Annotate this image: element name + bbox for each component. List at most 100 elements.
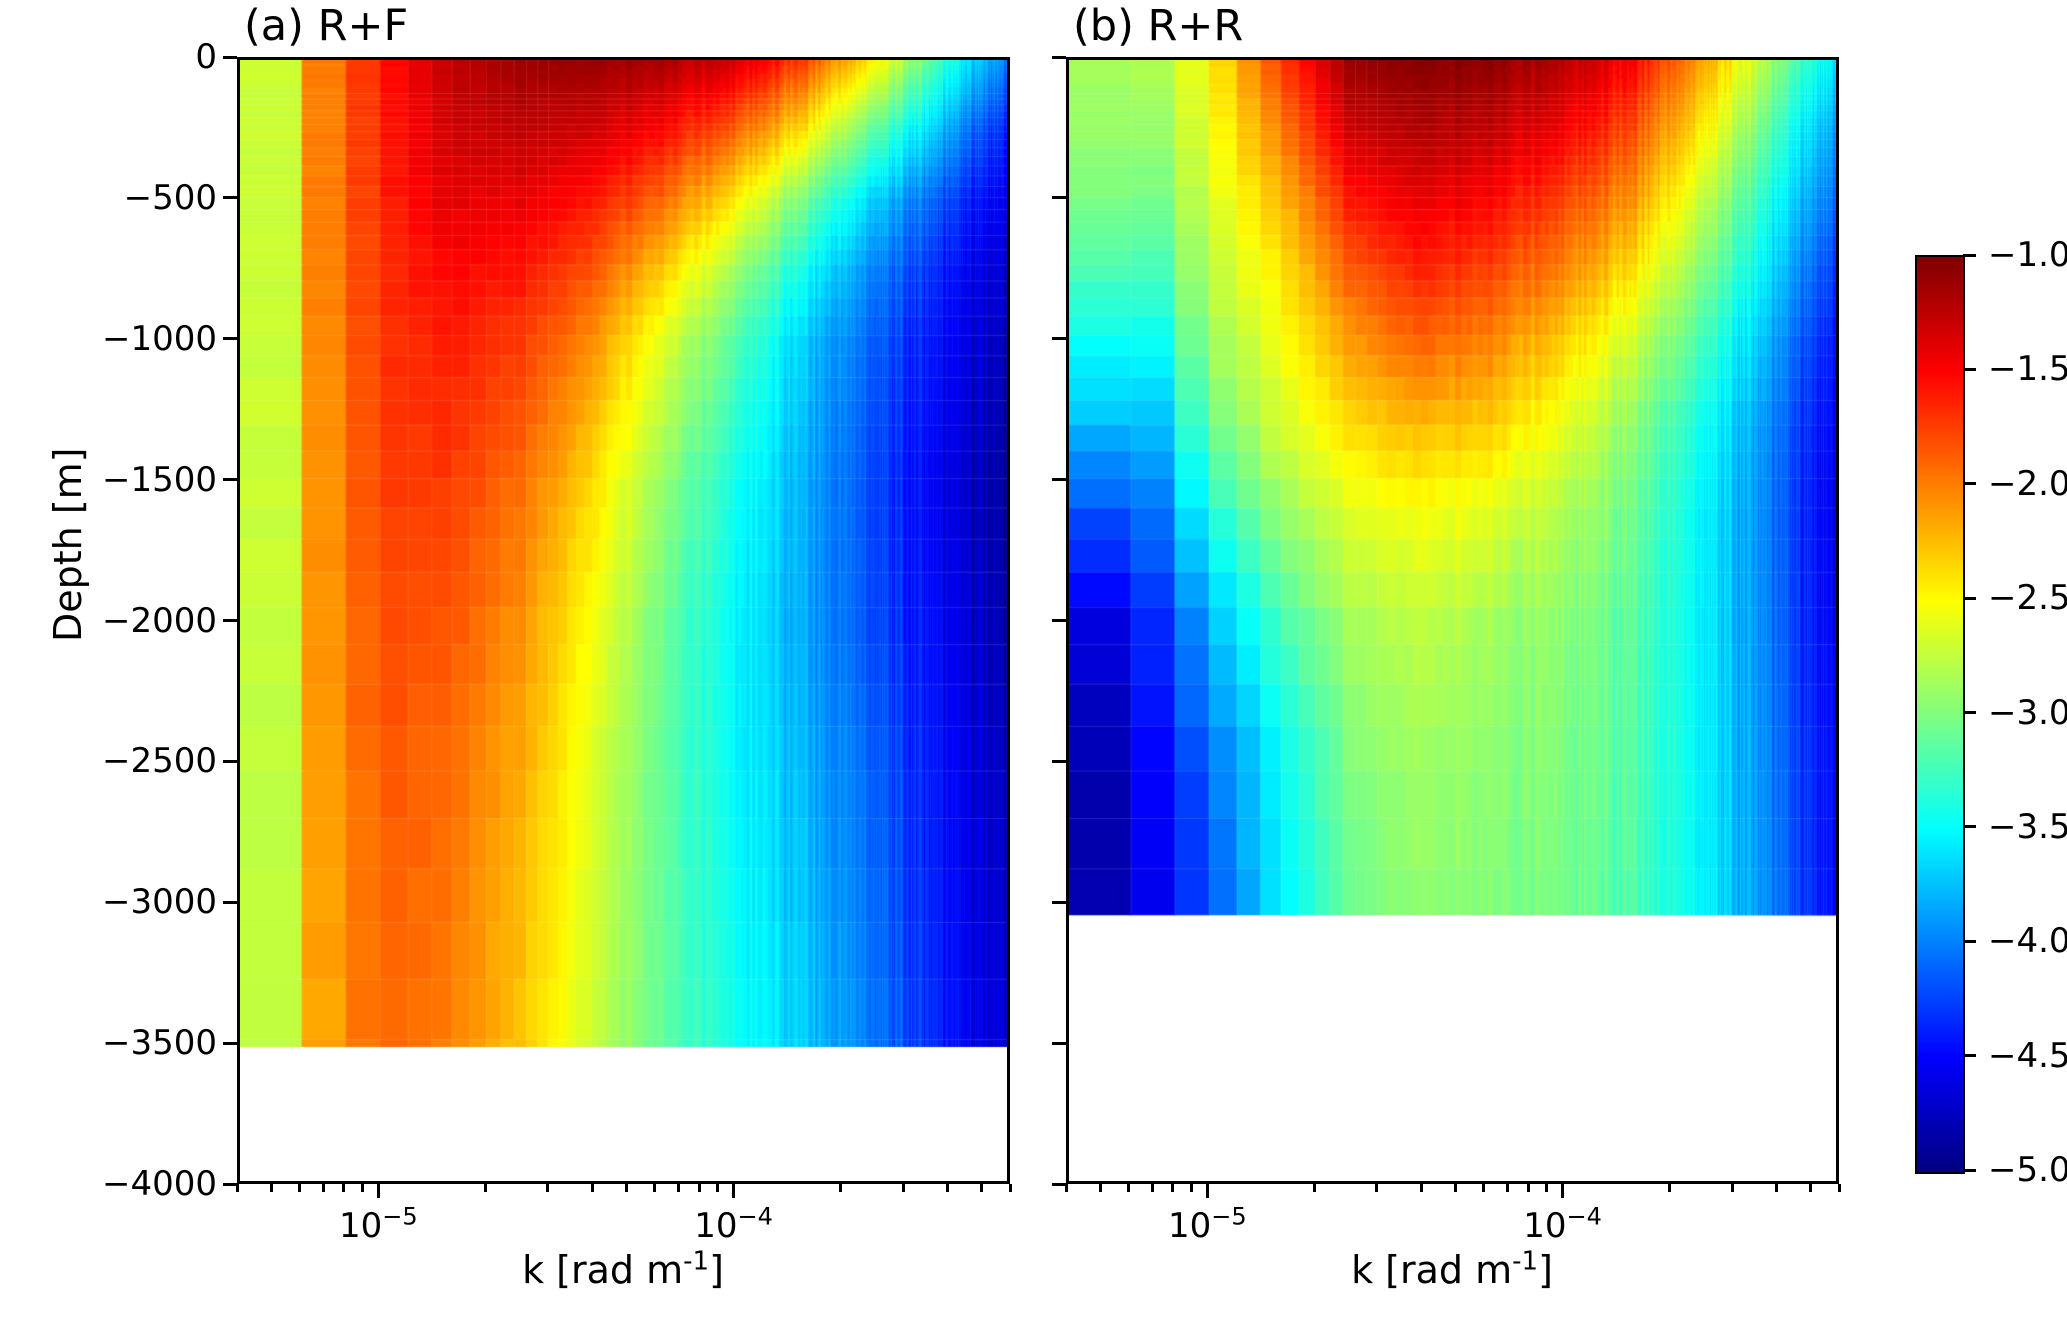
y-tick [223, 619, 237, 622]
panel-a-title: (a) R+F [244, 1, 409, 51]
x-tick-label: 10−4 [694, 1202, 773, 1246]
x-major-tick [1561, 1184, 1565, 1198]
colorbar-tick [1963, 482, 1976, 486]
colorbar-tick [1963, 596, 1976, 600]
x-minor-tick [1730, 1184, 1734, 1192]
y-tick [1052, 619, 1066, 622]
x-major-tick [1205, 1184, 1209, 1198]
x-minor-tick [546, 1184, 550, 1192]
x-minor-tick [1482, 1184, 1486, 1192]
y-tick [223, 337, 237, 341]
x-tick-label: 10−4 [1523, 1202, 1602, 1246]
y-tick [1052, 759, 1066, 763]
y-tick [1052, 337, 1066, 341]
colorbar-tick [1963, 825, 1976, 829]
x-minor-tick [715, 1184, 719, 1192]
panel-a-heatmap [240, 60, 1007, 1181]
colorbar-tick-label: −5.0 [1988, 1150, 2067, 1190]
colorbar [1915, 255, 1965, 1174]
x-minor-tick [945, 1184, 949, 1192]
x-minor-tick [1098, 1184, 1102, 1192]
x-major-tick [376, 1184, 380, 1198]
x-minor-tick [1809, 1184, 1813, 1192]
y-tick [1052, 55, 1066, 59]
y-tick-label: −1500 [101, 459, 217, 500]
x-axis-label-b: k [rad m-1] [1351, 1246, 1553, 1292]
colorbar-tick [1963, 711, 1976, 714]
y-tick-label: −3500 [101, 1023, 217, 1064]
y-tick [1052, 1041, 1066, 1045]
x-axis-label-a: k [rad m-1] [522, 1246, 724, 1292]
x-minor-tick [342, 1184, 346, 1192]
panel-b-heatmap [1069, 60, 1836, 1181]
colorbar-tick-label: −1.5 [1988, 349, 2067, 390]
colorbar-tick-label: −1.0 [1988, 235, 2067, 275]
x-minor-tick [1544, 1184, 1548, 1192]
x-minor-tick [839, 1184, 842, 1192]
x-minor-tick [590, 1184, 594, 1192]
x-minor-tick [677, 1184, 681, 1192]
x-minor-tick [269, 1184, 273, 1192]
panel-b-title: (b) R+R [1073, 1, 1244, 51]
x-minor-tick [625, 1184, 629, 1192]
x-major-tick [732, 1184, 736, 1198]
x-minor-tick [1526, 1184, 1530, 1192]
colorbar-tick [1963, 367, 1976, 371]
y-tick [1052, 478, 1066, 482]
x-minor-tick [1419, 1184, 1423, 1192]
x-minor-tick [1774, 1184, 1778, 1192]
y-tick [1052, 196, 1066, 200]
x-minor-tick [298, 1184, 302, 1192]
x-minor-tick [653, 1184, 657, 1192]
colorbar-tick-label: −4.0 [1988, 921, 2067, 962]
panel-a [237, 57, 1010, 1184]
x-minor-tick [1127, 1184, 1131, 1192]
x-minor-tick [1454, 1184, 1458, 1192]
colorbar-tick [1963, 1054, 1976, 1058]
colorbar-tick-label: −3.5 [1988, 806, 2067, 847]
y-tick-label: −2500 [101, 741, 217, 782]
x-minor-tick [1171, 1184, 1175, 1192]
y-tick [223, 478, 237, 482]
colorbar-gradient [1917, 257, 1963, 1172]
panel-b [1066, 57, 1839, 1184]
x-minor-tick [1008, 1184, 1012, 1192]
x-minor-tick [321, 1184, 325, 1192]
y-tick-label: −2000 [101, 600, 217, 641]
x-minor-tick [1375, 1184, 1379, 1192]
colorbar-tick-label: −3.0 [1988, 692, 2067, 733]
y-tick [223, 900, 237, 904]
x-minor-tick [1064, 1184, 1068, 1192]
x-minor-tick [1837, 1184, 1841, 1192]
x-minor-tick [697, 1184, 701, 1192]
x-minor-tick [235, 1184, 239, 1192]
x-minor-tick [1150, 1184, 1154, 1192]
x-minor-tick [1189, 1184, 1193, 1192]
y-tick [223, 55, 237, 59]
y-tick-label: 0 [195, 37, 217, 77]
y-tick [223, 1182, 237, 1186]
y-tick [1052, 900, 1066, 904]
y-tick [1052, 1182, 1066, 1186]
x-minor-tick [483, 1184, 487, 1192]
x-minor-tick [1506, 1184, 1510, 1192]
colorbar-tick [1963, 1168, 1976, 1172]
y-tick-label: −500 [123, 177, 217, 218]
colorbar-tick-label: −2.0 [1988, 463, 2067, 504]
y-tick-label: −4000 [101, 1164, 217, 1204]
x-minor-tick [360, 1184, 364, 1192]
y-tick [223, 759, 237, 763]
x-minor-tick [980, 1184, 984, 1192]
x-minor-tick [1312, 1184, 1316, 1192]
colorbar-tick-label: −4.5 [1988, 1035, 2067, 1076]
x-tick-label: 10−5 [339, 1202, 418, 1246]
x-minor-tick [1668, 1184, 1671, 1192]
colorbar-tick [1963, 253, 1976, 257]
x-tick-label: 10−5 [1168, 1202, 1247, 1246]
y-tick [223, 196, 237, 200]
colorbar-tick [1963, 939, 1976, 943]
colorbar-tick-label: −2.5 [1988, 578, 2067, 619]
y-tick-label: −1000 [101, 318, 217, 359]
y-tick [223, 1041, 237, 1045]
